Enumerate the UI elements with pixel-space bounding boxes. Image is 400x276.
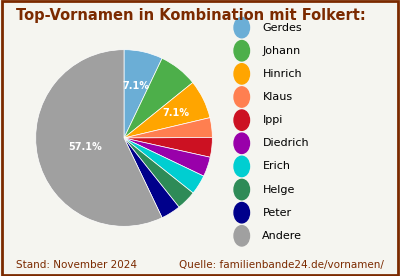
Text: Peter: Peter [262, 208, 292, 218]
Circle shape [234, 203, 250, 223]
Wedge shape [124, 138, 179, 218]
Wedge shape [124, 83, 210, 138]
Text: Hinrich: Hinrich [262, 69, 302, 79]
Wedge shape [124, 58, 193, 138]
Wedge shape [124, 138, 193, 207]
Circle shape [234, 110, 250, 130]
Text: Erich: Erich [262, 161, 290, 171]
Text: Helge: Helge [262, 185, 295, 195]
Text: Andere: Andere [262, 231, 302, 241]
Wedge shape [124, 50, 162, 138]
Wedge shape [124, 138, 210, 176]
Text: Stand: November 2024: Stand: November 2024 [16, 261, 137, 270]
Text: 7.1%: 7.1% [122, 81, 149, 91]
Ellipse shape [36, 129, 212, 156]
Text: Gerdes: Gerdes [262, 23, 302, 33]
Text: Quelle: familienbande24.de/vornamen/: Quelle: familienbande24.de/vornamen/ [179, 261, 384, 270]
Wedge shape [124, 118, 212, 138]
Circle shape [234, 226, 250, 246]
Text: Diedrich: Diedrich [262, 138, 309, 148]
Circle shape [234, 87, 250, 107]
Text: 7.1%: 7.1% [162, 108, 189, 118]
Text: Top-Vornamen in Kombination mit Folkert:: Top-Vornamen in Kombination mit Folkert: [16, 8, 366, 23]
Wedge shape [124, 138, 204, 193]
Wedge shape [36, 50, 162, 226]
Text: Ippi: Ippi [262, 115, 283, 125]
Circle shape [234, 17, 250, 38]
Text: 57.1%: 57.1% [68, 142, 102, 152]
Text: Klaus: Klaus [262, 92, 292, 102]
Circle shape [234, 41, 250, 61]
Circle shape [234, 156, 250, 177]
Text: Johann: Johann [262, 46, 301, 56]
Circle shape [234, 64, 250, 84]
Circle shape [234, 133, 250, 153]
Circle shape [234, 179, 250, 200]
Wedge shape [124, 137, 212, 157]
